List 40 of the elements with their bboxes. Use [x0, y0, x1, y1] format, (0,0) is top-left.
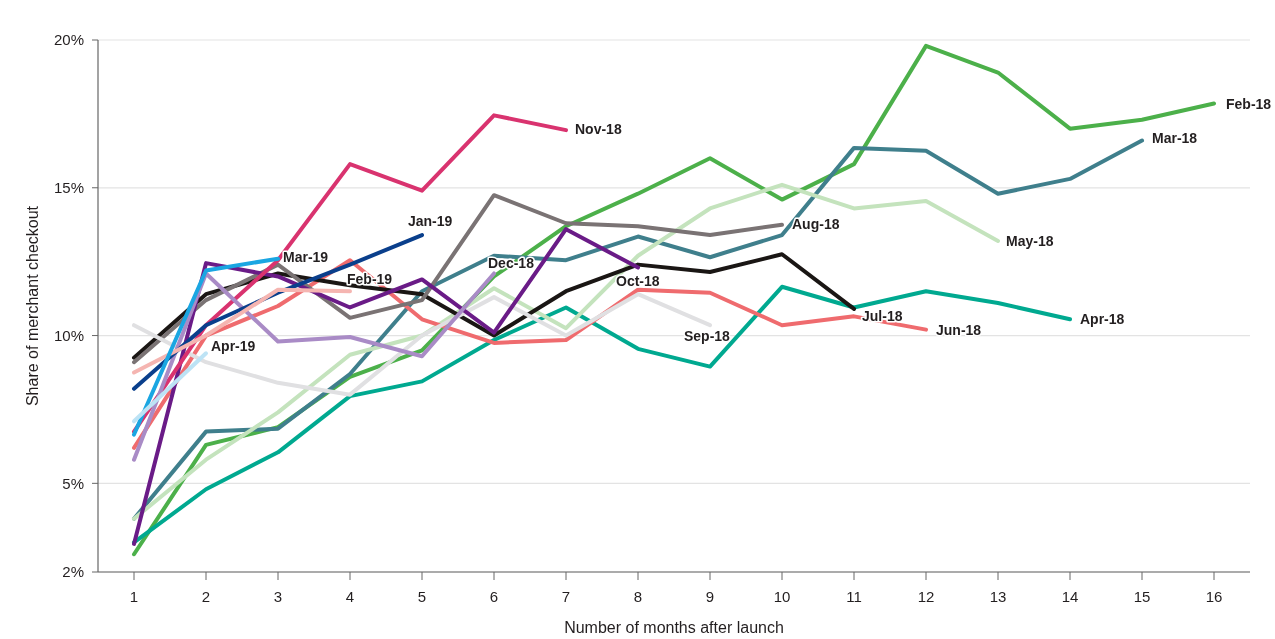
series-label: Jan-19	[408, 213, 453, 230]
series-label: Oct-18	[616, 272, 660, 289]
x-tick-label: 11	[846, 588, 862, 605]
series-label: Sep-18	[684, 328, 731, 345]
line-series	[132, 271, 496, 462]
series-label: Nov-18	[575, 121, 622, 138]
x-axis-title: Number of months after launch	[564, 619, 784, 636]
y-tick-label: 10%	[53, 326, 84, 344]
line-series	[132, 284, 1072, 545]
series-label: Aug-18	[792, 215, 840, 232]
series-label: Apr-18	[1080, 311, 1125, 328]
series-label: Apr-19	[211, 338, 256, 355]
y-tick-label: 15%	[53, 179, 84, 197]
series-label: Jul-18	[862, 307, 903, 324]
y-tick-label: 5%	[62, 474, 84, 492]
x-tick-label: 10	[773, 588, 791, 605]
x-tick-label: 7	[561, 588, 571, 605]
y-tick-label: 2%	[62, 563, 84, 581]
x-tick-label: 3	[273, 588, 283, 605]
series-label: Jun-18	[936, 321, 982, 338]
line-series	[132, 287, 352, 375]
x-tick-label: 6	[489, 588, 499, 605]
series-label: May-18	[1006, 232, 1054, 249]
x-tick-label: 5	[417, 588, 427, 605]
series-label: Mar-18	[1152, 130, 1198, 147]
series-label: Feb-18	[1226, 95, 1272, 112]
line-series	[132, 193, 784, 365]
x-tick-label: 16	[1205, 588, 1223, 605]
x-tick-label: 8	[633, 588, 643, 605]
x-tick-label: 9	[705, 588, 715, 605]
x-tick-label: 2	[201, 588, 211, 605]
x-tick-label: 13	[989, 588, 1007, 605]
x-tick-label: 14	[1061, 588, 1079, 605]
series-label: Mar-19	[283, 248, 329, 265]
x-tick-label: 12	[917, 588, 935, 605]
x-tick-label: 15	[1133, 588, 1151, 605]
y-axis-title: Share of merchant checkout	[24, 205, 41, 407]
y-tick-label: 20%	[53, 31, 84, 49]
x-tick-label: 4	[345, 588, 355, 605]
x-tick-label: 1	[129, 588, 139, 605]
